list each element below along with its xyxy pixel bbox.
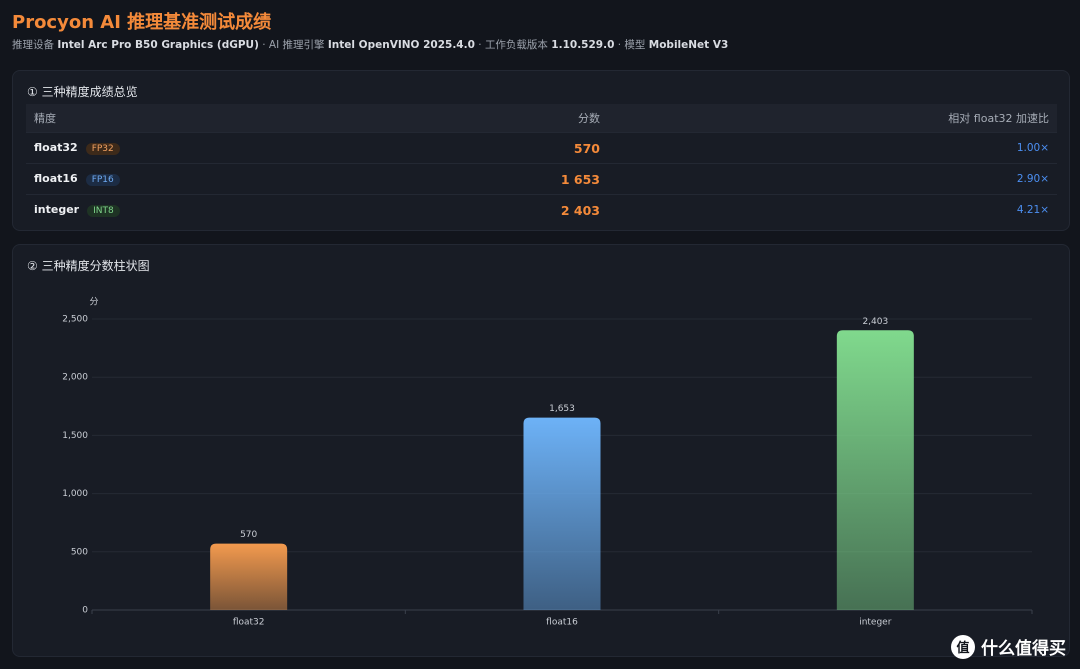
y-tick-label: 500 bbox=[71, 547, 88, 557]
precision-name: integer bbox=[34, 203, 80, 216]
y-tick-label: 2,500 bbox=[62, 315, 88, 325]
watermark-icon: 值 bbox=[951, 634, 975, 659]
column-header: 分数 bbox=[362, 104, 608, 133]
y-tick-label: 0 bbox=[82, 606, 88, 616]
table-row: integer INT8 2 403 4.21× bbox=[26, 194, 1057, 225]
card-title: ① 三种精度成绩总览 bbox=[27, 85, 138, 99]
y-tick-label: 1,500 bbox=[62, 431, 88, 441]
card-title: ② 三种精度分数柱状图 bbox=[27, 259, 150, 273]
bar bbox=[836, 330, 914, 610]
meta-label: AI 推理引擎 bbox=[268, 39, 325, 51]
score-table: 精度 分数 相对 float32 加速比 float32 FP32 570 1.00× flo… bbox=[26, 104, 1057, 225]
value-label: 1,653 bbox=[549, 404, 575, 414]
meta-value: Intel OpenVINO 2025.4.0 bbox=[327, 39, 475, 51]
precision-badge: FP16 bbox=[85, 174, 120, 186]
bar bbox=[523, 417, 601, 610]
score-cell: 570 bbox=[362, 132, 608, 164]
ratio-cell: 1.00× bbox=[608, 132, 1057, 164]
separator: · bbox=[617, 39, 622, 51]
ratio-cell: 2.90× bbox=[608, 163, 1057, 195]
meta-line: 推理设备 Intel Arc Pro B50 Graphics (dGPU) ·… bbox=[12, 37, 728, 52]
score-cell: 1 653 bbox=[362, 163, 608, 195]
watermark-text: 什么值得买 bbox=[981, 639, 1066, 659]
y-tick-label: 1,000 bbox=[62, 489, 88, 499]
ratio-cell: 4.21× bbox=[608, 194, 1057, 225]
precision-cell: float32 FP32 bbox=[26, 132, 362, 164]
summary-card: ① 三种精度成绩总览 精度 分数 相对 float32 加速比 float32 FP32… bbox=[12, 70, 1070, 231]
x-tick-label: integer bbox=[859, 618, 892, 628]
meta-label: 工作负载版本 bbox=[484, 39, 548, 51]
value-label: 570 bbox=[240, 530, 257, 540]
y-axis-label: 分 bbox=[89, 297, 98, 308]
meta-value: 1.10.529.0 bbox=[551, 39, 615, 51]
watermark: 值什么值得买 bbox=[951, 634, 1066, 659]
precision-name: float32 bbox=[34, 141, 78, 154]
column-header: 精度 bbox=[26, 104, 362, 133]
score-cell: 2 403 bbox=[362, 194, 608, 225]
table-row: float16 FP16 1 653 2.90× bbox=[26, 163, 1057, 195]
separator: · bbox=[478, 39, 482, 51]
precision-name: float16 bbox=[34, 172, 78, 185]
meta-label: 模型 bbox=[624, 39, 646, 51]
x-tick-label: float16 bbox=[546, 618, 578, 628]
precision-badge: INT8 bbox=[87, 205, 120, 217]
value-label: 2,403 bbox=[862, 317, 888, 327]
separator: · bbox=[262, 39, 266, 51]
x-tick-label: float32 bbox=[233, 618, 265, 628]
precision-cell: float16 FP16 bbox=[26, 163, 362, 195]
column-header: 相对 float32 加速比 bbox=[608, 104, 1057, 133]
page-title: Procyon AI 推理基准测试成绩 bbox=[12, 12, 272, 33]
bar bbox=[210, 543, 288, 610]
precision-badge: FP32 bbox=[85, 143, 120, 155]
meta-value: MobileNet V3 bbox=[648, 39, 729, 51]
header-row: 精度 分数 相对 float32 加速比 bbox=[26, 104, 1057, 133]
meta-value: Intel Arc Pro B50 Graphics (dGPU) bbox=[57, 39, 259, 51]
meta-label: 推理设备 bbox=[12, 39, 54, 51]
precision-cell: integer INT8 bbox=[26, 194, 362, 225]
y-tick-label: 2,000 bbox=[62, 373, 88, 383]
table-row: float32 FP32 570 1.00× bbox=[26, 132, 1057, 164]
